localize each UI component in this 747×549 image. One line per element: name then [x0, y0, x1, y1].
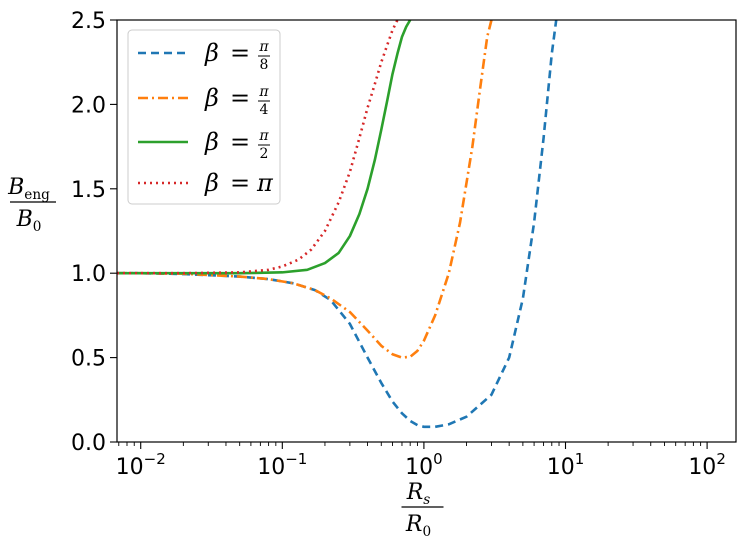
- svg-text:=: =: [230, 128, 250, 156]
- svg-text:B0: B0: [16, 207, 42, 235]
- svg-text:β: β: [204, 84, 219, 112]
- y-tick-label: 2.5: [71, 9, 106, 34]
- svg-text:Rs: Rs: [406, 480, 431, 508]
- legend-label-2: β = π 4: [204, 84, 270, 118]
- legend-label-3: β = π 2: [204, 128, 270, 162]
- svg-text:Beng: Beng: [7, 175, 50, 203]
- series-line-1: [117, 20, 558, 429]
- svg-text:π: π: [256, 169, 274, 197]
- x-tick-label: 10−1: [257, 450, 307, 480]
- y-tick-label: 0.5: [71, 347, 106, 372]
- series-line-3: [117, 20, 412, 275]
- y-tick-label: 1.0: [71, 262, 106, 287]
- series-line-2: [117, 20, 493, 359]
- svg-text:β: β: [204, 39, 219, 67]
- svg-text:=: =: [230, 84, 250, 112]
- x-tick-label: 102: [688, 450, 726, 480]
- y-axis-label: Beng B0: [7, 175, 56, 235]
- svg-text:β: β: [204, 169, 219, 197]
- x-tick-label: 100: [405, 450, 443, 480]
- svg-text:π: π: [258, 39, 269, 55]
- legend-box: [127, 29, 281, 205]
- svg-text:R0: R0: [405, 512, 431, 540]
- y-tick-label: 0.0: [71, 431, 106, 456]
- svg-text:π: π: [258, 84, 269, 100]
- legend-label-4: β = π: [204, 169, 274, 197]
- y-tick-label: 1.5: [71, 178, 106, 203]
- plot-lines: [117, 20, 558, 429]
- svg-text:2: 2: [260, 146, 269, 162]
- x-tick-label: 10−2: [116, 450, 166, 480]
- svg-text:=: =: [230, 39, 250, 67]
- svg-text:8: 8: [260, 57, 269, 73]
- svg-text:β: β: [204, 128, 219, 156]
- x-axis-label: Rs R0: [401, 480, 444, 540]
- legend-label-1: β = π 8: [204, 39, 270, 73]
- svg-text:=: =: [230, 169, 250, 197]
- svg-text:π: π: [258, 128, 269, 144]
- axis-ticks: 10−2 10−1 100 101 102 0.0 0.5 1.0 1.5 2.0 2.5: [71, 9, 726, 480]
- x-tick-label: 101: [547, 450, 585, 480]
- y-tick-label: 2.0: [71, 93, 106, 118]
- legend: β = π8β = π4β = π2β = π: [127, 29, 281, 205]
- svg-text:4: 4: [260, 102, 269, 118]
- plot-frame: [116, 19, 737, 443]
